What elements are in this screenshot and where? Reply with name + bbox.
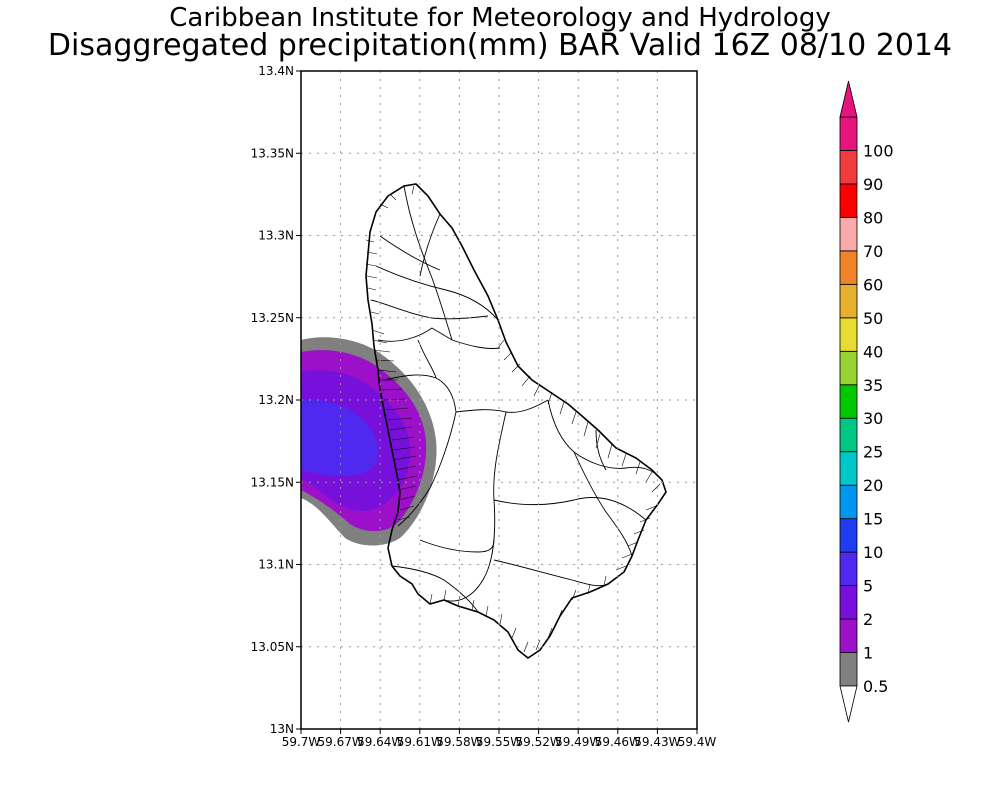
- lat-tick-label: 13.3N: [258, 229, 294, 243]
- colorbar-segment: [839, 551, 858, 586]
- colorbar-segment: [839, 350, 858, 386]
- colorbar-segment: [839, 217, 858, 252]
- colorbar-label: 50: [863, 309, 883, 328]
- colorbar-label: 20: [863, 476, 883, 495]
- latitude-axis: 13N 13.05N 13.1N 13.15N 13.2N 13.25N 13.3N 13.3…: [251, 64, 301, 736]
- lat-tick-label: 13.25N: [251, 311, 294, 325]
- colorbar-segment: [839, 317, 858, 352]
- lat-tick-label: 13.4N: [258, 64, 294, 78]
- colorbar-label: 100: [863, 141, 894, 160]
- colorbar-segment: [839, 451, 858, 486]
- colorbar-label: 10: [863, 543, 883, 562]
- precip-contour-5: [301, 399, 379, 476]
- lon-tick-label: 59.4W: [678, 735, 717, 749]
- lat-tick-label: 13.35N: [251, 146, 294, 160]
- chart-title: Caribbean Institute for Meteorology and …: [169, 3, 831, 33]
- colorbar-segment: [839, 652, 858, 687]
- lat-tick-label: 13.05N: [251, 640, 294, 654]
- colorbar-label: 15: [863, 510, 883, 529]
- island-outline: [365, 183, 667, 659]
- lon-tick-label: 59.7W: [282, 735, 321, 749]
- gully-hatching: [365, 185, 661, 653]
- lon-tick-label: 59.61W: [397, 735, 443, 749]
- colorbar-label: 2: [863, 610, 873, 629]
- colorbar-label: 70: [863, 242, 883, 261]
- lat-tick-label: 13.15N: [251, 475, 294, 489]
- colorbar-label: 30: [863, 409, 883, 428]
- lat-tick-label: 13N: [270, 722, 294, 736]
- colorbar-label: 1: [863, 644, 873, 663]
- colorbar-label: 40: [863, 342, 883, 361]
- lon-tick-label: 59.49W: [555, 735, 601, 749]
- colorbar-over-triangle: [839, 80, 858, 118]
- colorbar-segment: [839, 618, 858, 653]
- colorbar-segment: [839, 384, 858, 419]
- colorbar-segment: [839, 150, 858, 185]
- lon-tick-label: 59.67W: [317, 735, 363, 749]
- colorbar-label: 5: [863, 577, 873, 596]
- colorbar-segment: [839, 518, 858, 553]
- barbados-coastline: [365, 183, 667, 659]
- grid-lines: [301, 71, 697, 729]
- lat-tick-label: 13.2N: [258, 393, 294, 407]
- colorbar-segment: [839, 585, 858, 620]
- colorbar-label: 35: [863, 376, 883, 395]
- colorbar-label: 80: [863, 208, 883, 227]
- colorbar-segment: [839, 183, 858, 218]
- chart-subtitle: Disaggregated precipitation(mm) BAR Vali…: [47, 28, 953, 63]
- colorbar-label: 25: [863, 443, 883, 462]
- colorbar-under-triangle: [839, 685, 858, 723]
- lon-tick-label: 59.58W: [436, 735, 482, 749]
- colorbar-segment: [839, 283, 858, 319]
- lon-tick-label: 59.46W: [595, 735, 641, 749]
- colorbar-segment: [839, 116, 858, 151]
- longitude-axis: 59.7W59.67W59.64W59.61W59.58W59.55W59.52…: [282, 729, 717, 749]
- lon-tick-label: 59.52W: [515, 735, 561, 749]
- colorbar-label: 0.5: [863, 677, 888, 696]
- lon-tick-label: 59.55W: [476, 735, 522, 749]
- catchment-boundaries: [371, 185, 663, 613]
- lat-tick-label: 13.1N: [258, 558, 294, 572]
- colorbar-label: 90: [863, 175, 883, 194]
- colorbar-label: 60: [863, 275, 883, 294]
- colorbar-segment: [839, 484, 858, 520]
- colorbar-segment: [839, 417, 858, 453]
- lon-tick-label: 59.64W: [357, 735, 403, 749]
- colorbar-segment: [839, 250, 858, 285]
- lon-tick-label: 59.43W: [634, 735, 680, 749]
